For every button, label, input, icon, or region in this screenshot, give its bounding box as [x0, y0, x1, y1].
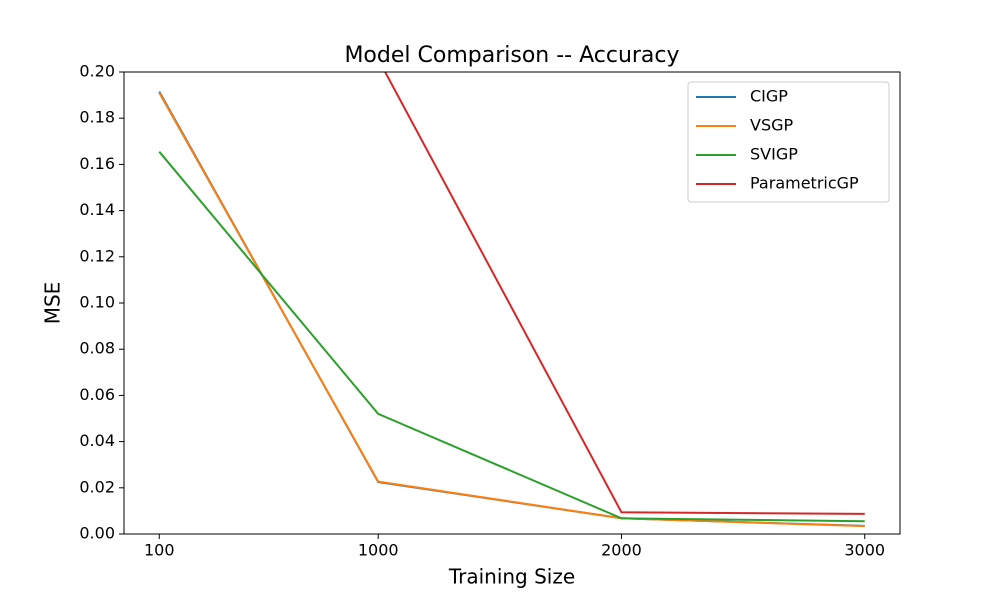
legend-box — [687, 81, 890, 203]
x-tick-label: 3000 — [844, 541, 885, 560]
y-tick-label: 0.04 — [79, 431, 115, 450]
legend-label: VSGP — [750, 116, 794, 135]
y-tick-label: 0.10 — [79, 293, 115, 312]
y-tick-label: 0.18 — [79, 108, 115, 127]
y-tick-label: 0.02 — [79, 477, 115, 496]
x-tick-label: 1000 — [358, 541, 399, 560]
y-tick-label: 0.12 — [79, 246, 115, 265]
plot-area — [158, 72, 865, 528]
chart-title: Model Comparison -- Accuracy — [344, 43, 679, 68]
y-tick-label: 0.14 — [79, 200, 115, 219]
y-tick-label: 0.00 — [79, 524, 115, 543]
series-line — [384, 72, 865, 515]
legend-label: ParametricGP — [750, 174, 859, 193]
series-line — [158, 92, 865, 528]
x-tick-label: 2000 — [601, 541, 642, 560]
y-tick-label: 0.20 — [79, 62, 115, 81]
legend-label: CIGP — [750, 87, 788, 106]
y-axis-label: MSE — [41, 282, 65, 325]
x-tick-label: 100 — [144, 541, 175, 560]
y-tick-label: 0.16 — [79, 154, 115, 173]
series-line — [158, 151, 865, 523]
plot-frame — [123, 71, 901, 535]
y-tick-label: 0.06 — [79, 385, 115, 404]
y-tick-label: 0.08 — [79, 339, 115, 358]
x-axis-label: Training Size — [448, 565, 575, 589]
legend-label: SVIGP — [750, 145, 798, 164]
